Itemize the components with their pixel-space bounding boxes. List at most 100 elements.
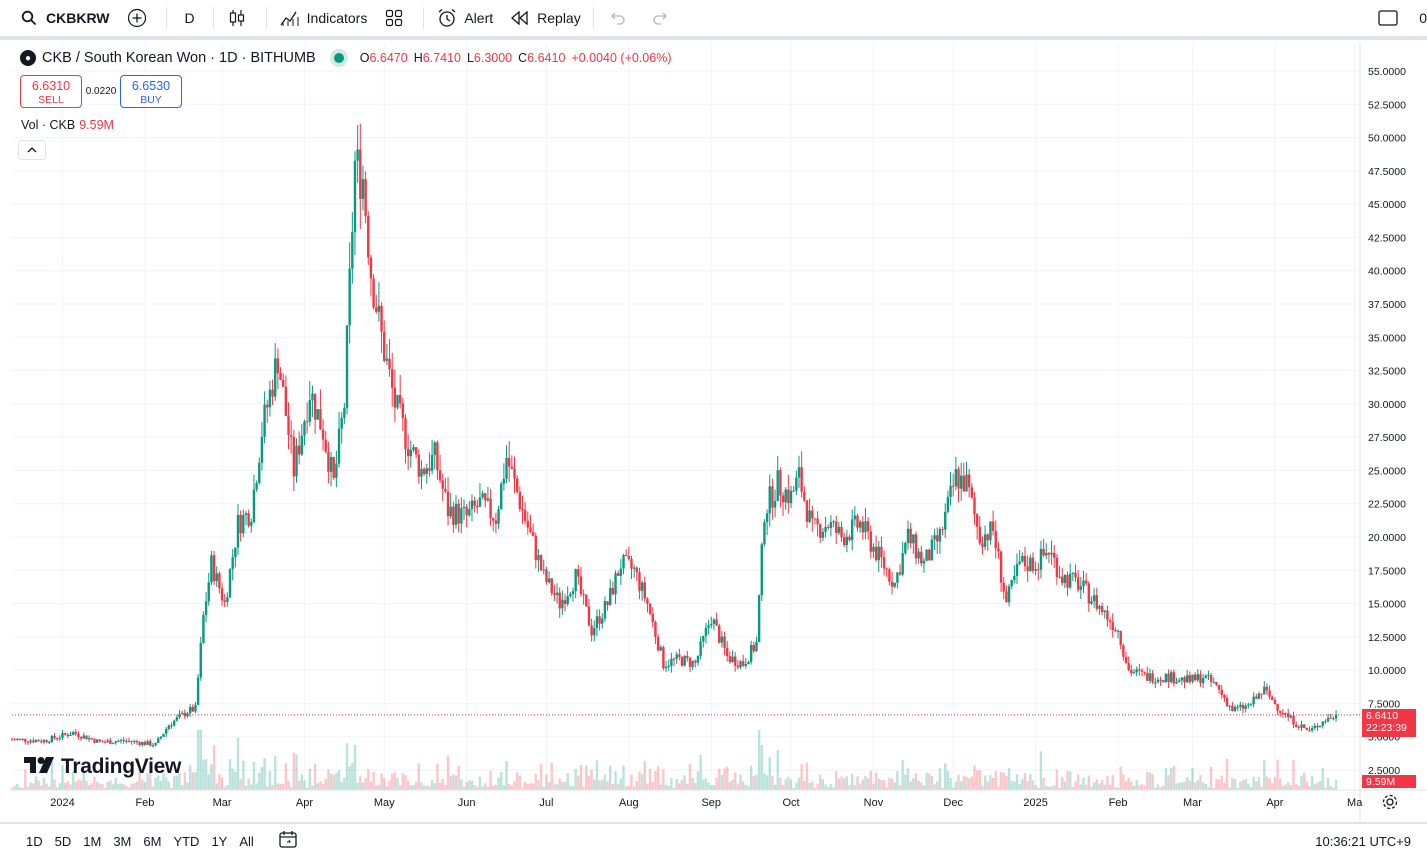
range-button-3m[interactable]: 3M [113,833,132,849]
alert-button[interactable]: Alert [428,2,501,34]
volume-bar [180,785,184,790]
candle-body [1050,552,1053,555]
candle-body [1053,552,1056,558]
chart-type-button[interactable] [218,2,262,34]
candle-body [973,497,976,515]
volume-bar [664,784,668,790]
range-button-all[interactable]: All [239,833,254,849]
volume-bar [1154,787,1157,790]
range-button-5d[interactable]: 5D [54,833,72,849]
fullscreen-button[interactable] [1369,2,1413,34]
collapse-legend-button[interactable] [18,140,46,160]
watermark-text: TradingView [61,755,182,778]
candle-body [933,535,936,540]
undo-button[interactable] [598,2,642,34]
candle-body [178,714,181,718]
redo-button[interactable] [642,2,686,34]
candle-body [1061,576,1064,584]
candle-body [848,536,851,541]
range-button-ytd[interactable]: YTD [173,833,200,849]
volume-bar [188,764,192,790]
sell-button[interactable]: 6.6310 SELL [20,75,82,108]
candle-body [42,740,46,743]
volume-bar [1148,772,1152,790]
candle-body [183,712,187,717]
volume-bar [289,787,293,790]
candle-body [436,442,439,471]
candle-body [1063,575,1067,584]
volume-bar [321,783,325,790]
volume-bar [433,782,436,790]
range-button-6m[interactable]: 6M [143,833,162,849]
candle-body [393,387,397,408]
candle-body [170,725,173,727]
candle-body [106,740,109,743]
volume-bar [1321,768,1324,790]
range-button-1m[interactable]: 1M [83,833,102,849]
volume-bar [361,782,365,790]
volume-bar [933,784,936,790]
candle-body [492,518,495,521]
volume-bar [122,784,125,790]
clock-timezone[interactable]: 10:36:21 UTC+9 [1315,833,1411,849]
toolbar-right-partial[interactable]: 0 [1413,2,1427,34]
candle-body [1106,610,1109,621]
volume-bar [271,784,274,790]
indicators-button[interactable]: Indicators [271,2,376,34]
layouts-button[interactable] [375,2,419,34]
candle-body [606,601,609,606]
volume-bar [718,768,721,790]
volume-bar [1108,784,1112,790]
volume-bar [539,764,543,790]
compare-button[interactable] [118,2,162,34]
candle-body [659,647,662,651]
close-label: C [518,51,528,65]
candle-body [529,527,532,532]
candle-body [111,743,115,745]
price-chart[interactable]: 2.50005.00007.500010.000012.500015.00001… [0,43,1427,822]
indicators-icon [279,7,301,29]
volume-bar [468,780,471,790]
volume-bar [58,783,62,790]
candle-body [1236,707,1239,709]
range-button-1d[interactable]: 1D [26,833,43,849]
volume-bar [210,764,213,790]
volume-bar [1231,778,1234,790]
volume-bar [172,776,176,790]
candle-body [21,738,24,740]
interval-button[interactable]: D [171,2,209,34]
candle-body [1294,724,1298,727]
volume-bar [1124,781,1128,790]
volume-bar [1252,776,1255,790]
volume-bar [244,785,248,790]
symbol-search-button[interactable]: CKBKRW [0,2,118,34]
volume-bar [87,784,91,790]
candle-body [138,742,141,745]
candle-body [925,549,928,561]
range-button-1y[interactable]: 1Y [211,833,228,849]
candle-body [861,521,865,533]
volume-bar [478,776,482,790]
volume-bar [829,784,833,790]
volume-bar [135,781,139,790]
volume-bar [337,770,341,790]
candle-body [632,567,636,569]
candle-body [537,555,540,561]
tradingview-watermark[interactable]: TradingView [23,755,181,779]
volume-bar [760,745,763,790]
volume-bar [757,730,761,790]
price-tick-label: 10.0000 [1368,665,1406,677]
volume-bar [398,785,402,790]
replay-button[interactable]: Replay [501,2,589,34]
candle-body [454,503,458,525]
volume-bar [795,782,798,790]
candle-body [893,582,896,587]
volume-bar [670,777,673,790]
buy-button[interactable]: 6.6530 BUY [120,75,182,108]
chart-settings-gear-icon[interactable] [1381,793,1399,816]
candle-body [991,521,995,531]
price-tick-label: 35.0000 [1368,332,1406,344]
candle-body [983,534,987,547]
candle-body [989,521,992,541]
calendar-icon[interactable] [278,829,298,854]
